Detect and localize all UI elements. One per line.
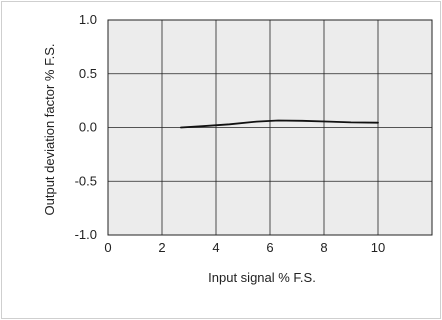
x-tick-label: 0 <box>104 240 111 255</box>
series-group <box>180 119 379 129</box>
series-line <box>180 119 379 129</box>
x-tick-label: 8 <box>320 240 327 255</box>
y-axis-ticks: 1.0 0.5 0.0 -0.5 -1.0 <box>75 12 97 242</box>
plot-border <box>107 19 433 236</box>
y-tick-label: 1.0 <box>79 12 97 27</box>
x-tick-label: 6 <box>266 240 273 255</box>
y-tick-label: 0.0 <box>79 120 97 135</box>
y-axis-label: Output deviation factor % F.S. <box>42 44 57 216</box>
y-tick-label: -0.5 <box>75 173 97 188</box>
x-axis-ticks: 0 2 4 6 8 10 <box>104 240 385 255</box>
x-axis-label: Input signal % F.S. <box>208 270 316 285</box>
x-tick-label: 10 <box>371 240 385 255</box>
y-tick-label: 0.5 <box>79 66 97 81</box>
x-tick-label: 4 <box>212 240 219 255</box>
grid <box>108 20 432 235</box>
y-tick-label: -1.0 <box>75 227 97 242</box>
x-tick-label: 2 <box>158 240 165 255</box>
